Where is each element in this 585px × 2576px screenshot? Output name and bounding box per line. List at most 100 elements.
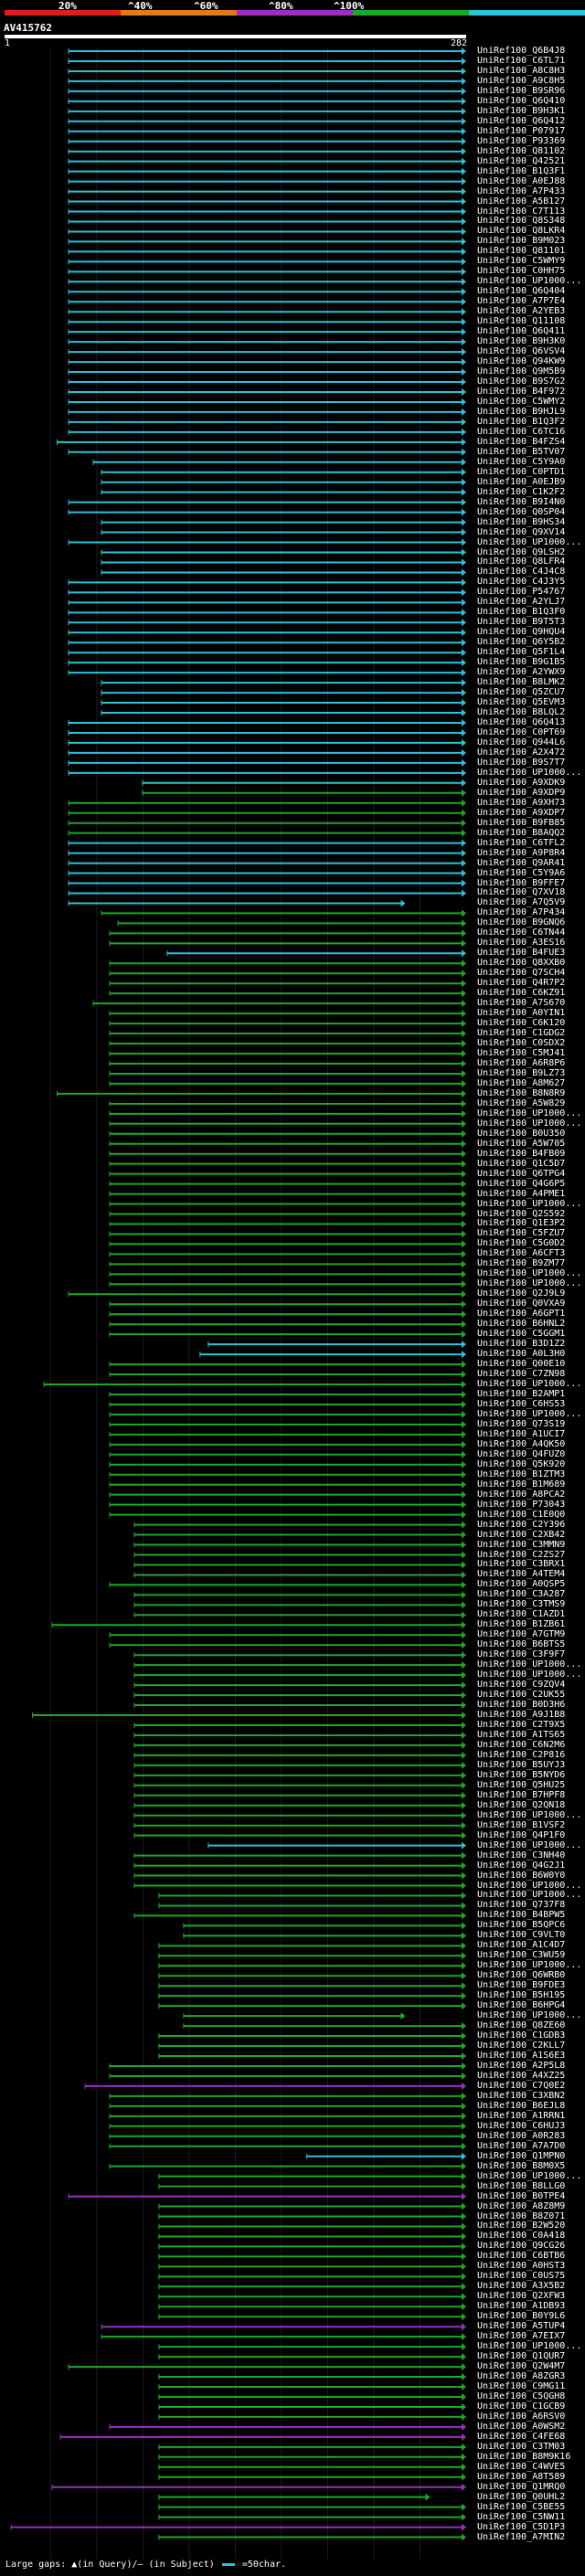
hit-label[interactable]: UniRef100_Q9HQU4 bbox=[477, 627, 566, 638]
hit-label[interactable]: UniRef100_B1M689 bbox=[477, 1479, 566, 1489]
hit-label[interactable]: UniRef100_B6HNL2 bbox=[477, 1319, 566, 1330]
hit-label[interactable]: UniRef100_Q5HU25 bbox=[477, 1779, 566, 1790]
hit-label[interactable]: UniRef100_Q0VXA9 bbox=[477, 1299, 566, 1309]
hit-label[interactable]: UniRef100_A0R283 bbox=[477, 2130, 566, 2141]
hit-label[interactable]: UniRef100_A7Q5V9 bbox=[477, 897, 566, 908]
hit-label[interactable]: UniRef100_C5WMY9 bbox=[477, 256, 566, 267]
hit-label[interactable]: UniRef100_C3MMN9 bbox=[477, 1539, 566, 1550]
hit-label[interactable]: UniRef100_UP1000... bbox=[477, 1839, 582, 1850]
hit-label[interactable]: UniRef100_A7P7E4 bbox=[477, 296, 566, 307]
hit-label[interactable]: UniRef100_A8Z8M9 bbox=[477, 2200, 566, 2211]
hit-label[interactable]: UniRef100_B9LZ73 bbox=[477, 1067, 566, 1078]
hit-label[interactable]: UniRef100_A7GTM9 bbox=[477, 1629, 566, 1640]
hit-label[interactable]: UniRef100_C9MG11 bbox=[477, 2381, 566, 2391]
hit-label[interactable]: UniRef100_A0EJB9 bbox=[477, 476, 566, 487]
hit-label[interactable]: UniRef100_C5NW11 bbox=[477, 2511, 566, 2522]
hit-label[interactable]: UniRef100_B9I4N0 bbox=[477, 496, 566, 507]
hit-label[interactable]: UniRef100_Q00E10 bbox=[477, 1359, 566, 1370]
hit-label[interactable]: UniRef100_Q2QN18 bbox=[477, 1799, 566, 1810]
hit-label[interactable]: UniRef100_C6TN44 bbox=[477, 928, 566, 938]
hit-label[interactable]: UniRef100_Q2W4M7 bbox=[477, 2361, 566, 2372]
hit-label[interactable]: UniRef100_C5GGM1 bbox=[477, 1329, 566, 1340]
hit-label[interactable]: UniRef100_B4FUE3 bbox=[477, 948, 566, 959]
hit-label[interactable]: UniRef100_C1GDG2 bbox=[477, 1028, 566, 1039]
hit-label[interactable]: UniRef100_C6KZ91 bbox=[477, 988, 566, 999]
hit-label[interactable]: UniRef100_C5WMY2 bbox=[477, 396, 566, 407]
hit-label[interactable]: UniRef100_Q5EVM3 bbox=[477, 697, 566, 708]
hit-label[interactable]: UniRef100_A8T589 bbox=[477, 2471, 566, 2482]
hit-label[interactable]: UniRef100_Q8LKR4 bbox=[477, 226, 566, 237]
hit-label[interactable]: UniRef100_UP1000... bbox=[477, 1880, 582, 1891]
hit-label[interactable]: UniRef100_A5W829 bbox=[477, 1097, 566, 1108]
hit-label[interactable]: UniRef100_Q9AR41 bbox=[477, 857, 566, 868]
hit-label[interactable]: UniRef100_C2ZS27 bbox=[477, 1549, 566, 1560]
hit-label[interactable]: UniRef100_Q81101 bbox=[477, 246, 566, 257]
hit-label[interactable]: UniRef100_B0D3H6 bbox=[477, 1700, 566, 1711]
hit-label[interactable]: UniRef100_Q5K920 bbox=[477, 1458, 566, 1469]
hit-label[interactable]: UniRef100_B9S7G2 bbox=[477, 376, 566, 387]
hit-label[interactable]: UniRef100_UP1000... bbox=[477, 1268, 582, 1279]
hit-label[interactable]: UniRef100_UP1000... bbox=[477, 1659, 582, 1670]
hit-label[interactable]: UniRef100_C6TL71 bbox=[477, 55, 566, 66]
hit-label[interactable]: UniRef100_A9P8R4 bbox=[477, 847, 566, 858]
hit-label[interactable]: UniRef100_Q4G2J1 bbox=[477, 1860, 566, 1871]
hit-label[interactable]: UniRef100_C5D1P3 bbox=[477, 2521, 566, 2532]
hit-label[interactable]: UniRef100_B3D1Z2 bbox=[477, 1339, 566, 1350]
hit-label[interactable]: UniRef100_B1VSF2 bbox=[477, 1819, 566, 1830]
hit-label[interactable]: UniRef100_C3TM03 bbox=[477, 2441, 566, 2452]
hit-label[interactable]: UniRef100_Q944L6 bbox=[477, 737, 566, 747]
hit-label[interactable]: UniRef100_A3X5B2 bbox=[477, 2281, 566, 2292]
hit-label[interactable]: UniRef100_A1RRN1 bbox=[477, 2110, 566, 2121]
hit-label[interactable]: UniRef100_A1S6E3 bbox=[477, 2051, 566, 2061]
hit-label[interactable]: UniRef100_A2X472 bbox=[477, 747, 566, 758]
hit-label[interactable]: UniRef100_B5H195 bbox=[477, 1990, 566, 2001]
hit-label[interactable]: UniRef100_Q4R7P2 bbox=[477, 978, 566, 989]
hit-label[interactable]: UniRef100_Q7SCH4 bbox=[477, 968, 566, 979]
hit-label[interactable]: UniRef100_UP1000... bbox=[477, 1198, 582, 1209]
hit-label[interactable]: UniRef100_C5G0D2 bbox=[477, 1238, 566, 1249]
hit-label[interactable]: UniRef100_A5TUP4 bbox=[477, 2321, 566, 2332]
hit-label[interactable]: UniRef100_UP1000... bbox=[477, 1960, 582, 1971]
hit-label[interactable]: UniRef100_Q6Q411 bbox=[477, 326, 566, 337]
hit-label[interactable]: UniRef100_B2AMP1 bbox=[477, 1388, 566, 1399]
hit-label[interactable]: UniRef100_B8N8R9 bbox=[477, 1087, 566, 1098]
hit-label[interactable]: UniRef100_Q8S348 bbox=[477, 216, 566, 227]
hit-label[interactable]: UniRef100_Q1MRQ0 bbox=[477, 2481, 566, 2492]
hit-label[interactable]: UniRef100_C2T9X5 bbox=[477, 1719, 566, 1730]
hit-label[interactable]: UniRef100_A6R8P6 bbox=[477, 1057, 566, 1068]
hit-label[interactable]: UniRef100_C6HUJ3 bbox=[477, 2120, 566, 2131]
hit-label[interactable]: UniRef100_C9VLT0 bbox=[477, 1930, 566, 1941]
hit-label[interactable]: UniRef100_A7S670 bbox=[477, 998, 566, 1009]
hit-label[interactable]: UniRef100_Q1MPN0 bbox=[477, 2150, 566, 2161]
hit-label[interactable]: UniRef100_Q4G6P5 bbox=[477, 1178, 566, 1189]
hit-label[interactable]: UniRef100_Q6Q404 bbox=[477, 286, 566, 297]
hit-label[interactable]: UniRef100_C6TC16 bbox=[477, 426, 566, 437]
hit-label[interactable]: UniRef100_C5Y9A6 bbox=[477, 867, 566, 878]
hit-label[interactable]: UniRef100_B9FB85 bbox=[477, 817, 566, 828]
hit-label[interactable]: UniRef100_Q9XV14 bbox=[477, 526, 566, 537]
hit-label[interactable]: UniRef100_A8PCA2 bbox=[477, 1489, 566, 1500]
hit-label[interactable]: UniRef100_A2YWX9 bbox=[477, 667, 566, 678]
hit-label[interactable]: UniRef100_Q9LSH2 bbox=[477, 546, 566, 557]
hit-label[interactable]: UniRef100_C6K120 bbox=[477, 1018, 566, 1029]
hit-label[interactable]: UniRef100_Q6B4J8 bbox=[477, 46, 566, 56]
hit-label[interactable]: UniRef100_C3BRX1 bbox=[477, 1559, 566, 1570]
hit-label[interactable]: UniRef100_UP1000... bbox=[477, 1379, 582, 1389]
hit-label[interactable]: UniRef100_B8AQQ2 bbox=[477, 827, 566, 838]
hit-label[interactable]: UniRef100_B9S7T7 bbox=[477, 757, 566, 768]
hit-label[interactable]: UniRef100_UP1000... bbox=[477, 2170, 582, 2181]
hit-label[interactable]: UniRef100_B0U350 bbox=[477, 1128, 566, 1139]
hit-label[interactable]: UniRef100_A3ES16 bbox=[477, 938, 566, 949]
hit-label[interactable]: UniRef100_A7EIX7 bbox=[477, 2331, 566, 2342]
hit-label[interactable]: UniRef100_A1UCI7 bbox=[477, 1428, 566, 1439]
hit-label[interactable]: UniRef100_C6HS53 bbox=[477, 1398, 566, 1409]
hit-label[interactable]: UniRef100_A6GPT1 bbox=[477, 1309, 566, 1320]
hit-label[interactable]: UniRef100_A5W705 bbox=[477, 1138, 566, 1149]
hit-label[interactable]: UniRef100_P54767 bbox=[477, 587, 566, 598]
hit-label[interactable]: UniRef100_C2Y396 bbox=[477, 1519, 566, 1530]
hit-label[interactable]: UniRef100_C0PT69 bbox=[477, 726, 566, 737]
hit-label[interactable]: UniRef100_Q737F8 bbox=[477, 1900, 566, 1911]
hit-label[interactable]: UniRef100_A7MIN2 bbox=[477, 2531, 566, 2542]
hit-label[interactable]: UniRef100_Q2S592 bbox=[477, 1208, 566, 1219]
hit-label[interactable]: UniRef100_B9SR96 bbox=[477, 85, 566, 96]
